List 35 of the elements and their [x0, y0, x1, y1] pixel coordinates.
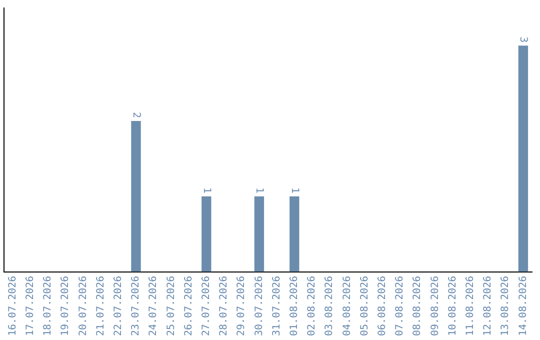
- x-tick-label: 20.07.2026: [78, 276, 89, 336]
- x-tick-label: 02.08.2026: [306, 276, 318, 336]
- x-tick-label: 17.07.2026: [24, 276, 36, 336]
- x-tick-label: 22.07.2026: [112, 276, 124, 336]
- x-tick-label: 30.07.2026: [254, 276, 265, 336]
- x-tick-label: 14.08.2026: [518, 276, 529, 336]
- x-tick-label: 12.08.2026: [482, 276, 494, 336]
- x-tick-label: 19.07.2026: [60, 276, 72, 336]
- x-tick-label: 11.08.2026: [464, 276, 476, 336]
- data-label: 1: [254, 187, 265, 194]
- x-tick-label: 24.07.2026: [148, 276, 160, 336]
- x-tick-label: 23.07.2026: [130, 276, 142, 336]
- x-tick-label: 18.07.2026: [42, 276, 54, 336]
- data-label: 1: [200, 187, 212, 194]
- x-tick-label: 10.08.2026: [447, 276, 458, 336]
- x-tick-label: 21.07.2026: [95, 276, 106, 336]
- x-tick-label: 31.07.2026: [271, 276, 282, 336]
- data-label: 1: [288, 187, 300, 194]
- x-tick-label: 27.07.2026: [200, 276, 212, 336]
- x-tick-label: 16.07.2026: [7, 276, 18, 336]
- x-tick-label: 28.07.2026: [218, 276, 230, 336]
- x-tick-label: 26.07.2026: [183, 276, 194, 336]
- x-tick-label: 01.08.2026: [288, 276, 300, 336]
- data-label: 2: [130, 112, 142, 118]
- x-tick-label: 04.08.2026: [342, 276, 353, 336]
- data-label: 3: [518, 36, 529, 43]
- x-tick-label: 06.08.2026: [376, 276, 388, 336]
- x-tick-label: 03.08.2026: [324, 276, 336, 336]
- x-tick-label: 25.07.2026: [166, 276, 177, 336]
- x-tick-label: 08.08.2026: [412, 276, 424, 336]
- x-tick-label: 29.07.2026: [236, 276, 248, 336]
- x-tick-label: 05.08.2026: [359, 276, 370, 336]
- x-tick-label: 13.08.2026: [500, 276, 512, 336]
- x-tick-label: 09.08.2026: [430, 276, 441, 336]
- x-tick-label: 07.08.2026: [394, 276, 406, 336]
